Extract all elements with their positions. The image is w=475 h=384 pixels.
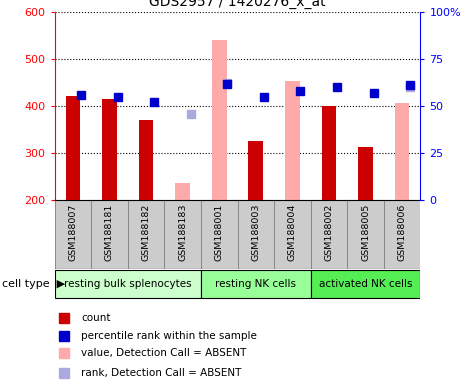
Text: GSM188182: GSM188182 [142, 203, 151, 260]
Bar [285, 81, 300, 200]
Text: GSM188007: GSM188007 [68, 203, 77, 260]
Text: count: count [81, 313, 111, 323]
Text: activated NK cells: activated NK cells [319, 279, 412, 289]
Text: GSM188181: GSM188181 [105, 203, 114, 260]
Bar [175, 183, 190, 200]
Text: cell type  ▶: cell type ▶ [2, 279, 66, 289]
Text: GSM188003: GSM188003 [251, 203, 260, 261]
Bar [322, 106, 336, 200]
Bar [55, 270, 201, 298]
Text: value, Detection Call = ABSENT: value, Detection Call = ABSENT [81, 348, 247, 358]
Text: GSM188004: GSM188004 [288, 203, 297, 260]
Text: resting bulk splenocytes: resting bulk splenocytes [64, 279, 191, 289]
Bar [238, 200, 274, 269]
Bar [139, 120, 153, 200]
Text: GSM188183: GSM188183 [178, 203, 187, 261]
Bar [91, 200, 128, 269]
Bar [347, 200, 384, 269]
Bar [274, 200, 311, 269]
Bar [212, 40, 227, 200]
Text: rank, Detection Call = ABSENT: rank, Detection Call = ABSENT [81, 368, 241, 378]
Title: GDS2957 / 1420276_x_at: GDS2957 / 1420276_x_at [149, 0, 326, 9]
Bar [66, 96, 80, 200]
Bar [55, 200, 91, 269]
Text: resting NK cells: resting NK cells [215, 279, 296, 289]
Bar [128, 200, 164, 269]
Text: GSM188006: GSM188006 [398, 203, 407, 260]
Bar [384, 200, 420, 269]
Text: GSM188005: GSM188005 [361, 203, 370, 260]
Bar [311, 200, 347, 269]
Text: GSM188002: GSM188002 [324, 203, 333, 260]
Bar [201, 270, 311, 298]
Bar [311, 270, 420, 298]
Text: GSM188001: GSM188001 [215, 203, 224, 260]
Bar [201, 200, 238, 269]
Bar [102, 99, 117, 200]
Bar [358, 147, 373, 200]
Bar [395, 103, 409, 200]
Bar [164, 200, 201, 269]
Bar [248, 141, 263, 200]
Text: percentile rank within the sample: percentile rank within the sample [81, 331, 257, 341]
